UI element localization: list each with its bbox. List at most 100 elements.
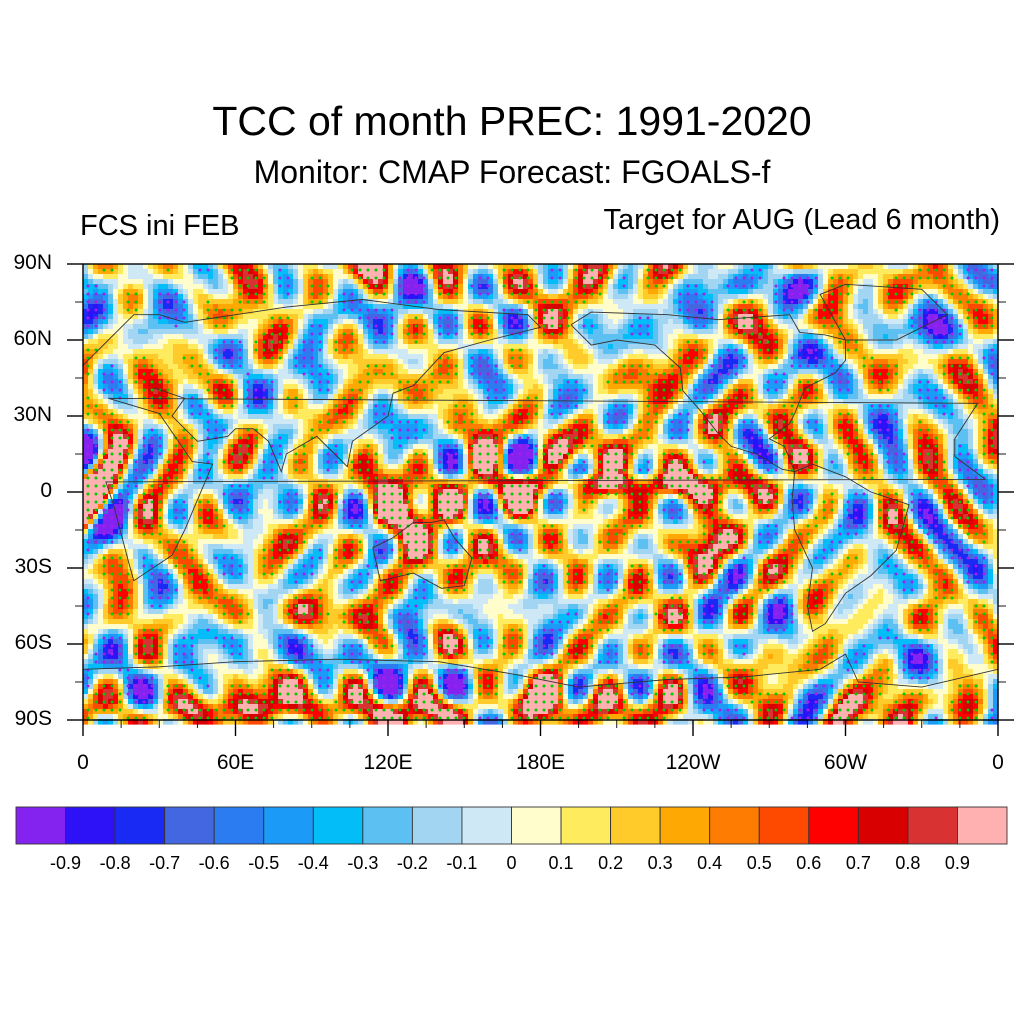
field-cell bbox=[323, 314, 329, 320]
field-cell bbox=[178, 364, 184, 370]
field-cell bbox=[953, 344, 959, 350]
field-cell bbox=[243, 264, 249, 270]
field-cell bbox=[258, 359, 264, 365]
field-cell bbox=[668, 319, 674, 325]
field-cell bbox=[83, 299, 89, 305]
field-cell bbox=[878, 314, 884, 320]
field-cell bbox=[833, 274, 839, 280]
field-cell bbox=[853, 389, 859, 395]
field-cell bbox=[363, 384, 369, 390]
field-cell bbox=[278, 304, 284, 310]
field-cell bbox=[768, 319, 774, 325]
field-cell bbox=[543, 299, 549, 305]
field-cell bbox=[278, 294, 284, 300]
field-cell bbox=[588, 374, 594, 380]
field-cell bbox=[893, 344, 899, 350]
field-cell bbox=[173, 289, 179, 295]
field-cell bbox=[403, 349, 409, 355]
field-cell bbox=[758, 359, 764, 365]
field-cell bbox=[333, 284, 339, 290]
field-cell bbox=[88, 359, 94, 365]
field-cell bbox=[553, 334, 559, 340]
field-cell bbox=[758, 364, 764, 370]
field-cell bbox=[863, 369, 869, 375]
field-cell bbox=[583, 349, 589, 355]
field-cell bbox=[883, 279, 889, 285]
field-cell bbox=[178, 314, 184, 320]
field-cell bbox=[493, 269, 499, 275]
field-cell bbox=[428, 369, 434, 375]
field-cell bbox=[703, 394, 709, 400]
field-cell bbox=[243, 319, 249, 325]
field-cell bbox=[203, 324, 209, 330]
field-cell bbox=[448, 364, 454, 370]
field-cell bbox=[633, 289, 639, 295]
field-cell bbox=[713, 304, 719, 310]
field-cell bbox=[413, 334, 419, 340]
field-cell bbox=[808, 284, 814, 290]
field-cell bbox=[258, 384, 264, 390]
field-cell bbox=[568, 309, 574, 315]
field-cell bbox=[578, 369, 584, 375]
field-cell bbox=[848, 279, 854, 285]
field-cell bbox=[593, 334, 599, 340]
field-cell bbox=[188, 294, 194, 300]
field-cell bbox=[418, 384, 424, 390]
field-cell bbox=[968, 349, 974, 355]
field-cell bbox=[178, 289, 184, 295]
field-cell bbox=[953, 389, 959, 395]
field-cell bbox=[533, 364, 539, 370]
field-cell bbox=[348, 389, 354, 395]
field-cell bbox=[953, 354, 959, 360]
field-cell bbox=[888, 319, 894, 325]
field-cell bbox=[463, 279, 469, 285]
field-cell bbox=[718, 349, 724, 355]
field-cell bbox=[408, 339, 414, 345]
field-cell bbox=[583, 329, 589, 335]
field-cell bbox=[878, 304, 884, 310]
field-cell bbox=[953, 319, 959, 325]
field-cell bbox=[533, 269, 539, 275]
field-cell bbox=[223, 294, 229, 300]
field-cell bbox=[203, 289, 209, 295]
field-cell bbox=[193, 354, 199, 360]
field-cell bbox=[663, 319, 669, 325]
field-cell bbox=[93, 274, 99, 280]
field-cell bbox=[883, 369, 889, 375]
field-cell bbox=[843, 334, 849, 340]
field-cell bbox=[523, 279, 529, 285]
field-cell bbox=[83, 314, 89, 320]
field-cell bbox=[473, 299, 479, 305]
field-cell bbox=[153, 269, 159, 275]
field-cell bbox=[468, 329, 474, 335]
field-cell bbox=[983, 309, 989, 315]
field-cell bbox=[118, 329, 124, 335]
field-cell bbox=[148, 289, 154, 295]
field-cell bbox=[613, 289, 619, 295]
field-cell bbox=[993, 339, 999, 345]
field-cell bbox=[443, 354, 449, 360]
field-cell bbox=[353, 384, 359, 390]
field-cell bbox=[133, 344, 139, 350]
field-cell bbox=[523, 364, 529, 370]
field-cell bbox=[853, 299, 859, 305]
field-cell bbox=[233, 274, 239, 280]
field-cell bbox=[578, 374, 584, 380]
field-cell bbox=[588, 369, 594, 375]
field-cell bbox=[423, 359, 429, 365]
field-cell bbox=[538, 364, 544, 370]
field-cell bbox=[148, 319, 154, 325]
field-cell bbox=[248, 374, 254, 380]
field-cell bbox=[113, 264, 119, 270]
field-cell bbox=[483, 339, 489, 345]
field-cell bbox=[633, 334, 639, 340]
field-cell bbox=[298, 364, 304, 370]
field-cell bbox=[578, 324, 584, 330]
field-cell bbox=[763, 324, 769, 330]
field-cell bbox=[883, 359, 889, 365]
field-cell bbox=[713, 279, 719, 285]
field-cell bbox=[743, 264, 749, 270]
field-cell bbox=[173, 369, 179, 375]
field-cell bbox=[733, 309, 739, 315]
field-cell bbox=[968, 319, 974, 325]
